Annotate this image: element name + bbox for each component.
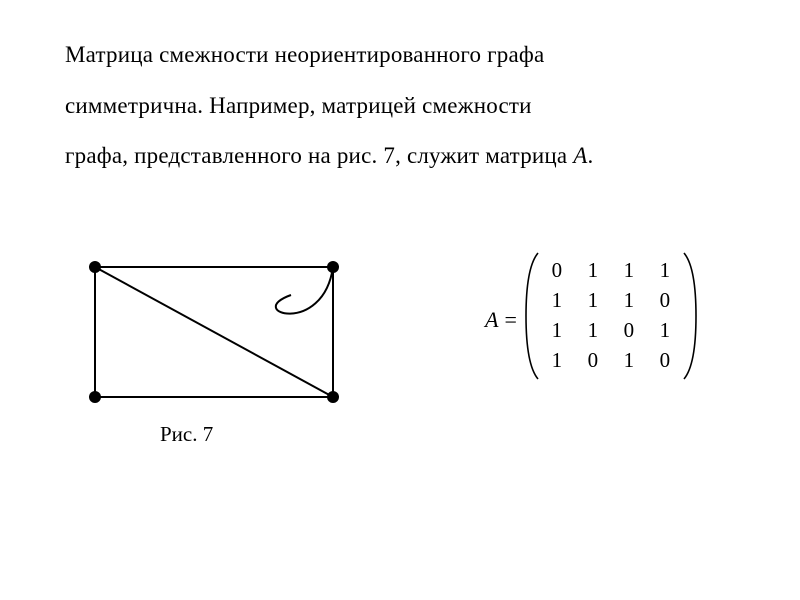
matrix-cell: 1 [647, 316, 683, 346]
graph-node [327, 261, 339, 273]
page: Матрица смежности неориентированного гра… [0, 0, 800, 600]
figure-caption: Рис. 7 [160, 422, 213, 447]
matrix-table: 0111111011011010 [539, 256, 683, 376]
figure-area: Рис. 7 A = 0111111011011010 [65, 237, 745, 527]
matrix-cell: 1 [575, 286, 611, 316]
graph-node [89, 391, 101, 403]
graph-node [89, 261, 101, 273]
matrix-parenthesis: 0111111011011010 [525, 252, 697, 388]
matrix-cell: 1 [539, 346, 575, 376]
matrix-cell: 1 [575, 316, 611, 346]
graph-node [327, 391, 339, 403]
matrix-equation: A = 0111111011011010 [485, 252, 697, 388]
line-3a: графа, представленного на рис. 7, служит… [65, 143, 573, 168]
line-3b: A [573, 143, 587, 168]
matrix-cell: 1 [611, 346, 647, 376]
matrix-cell: 0 [539, 256, 575, 286]
matrix-label: A [485, 307, 498, 333]
left-paren-icon [525, 252, 539, 380]
matrix-row: 0111 [539, 256, 683, 286]
matrix-row: 1010 [539, 346, 683, 376]
body-text: Матрица смежности неориентированного гра… [65, 30, 745, 182]
matrix-cell: 1 [611, 286, 647, 316]
matrix-cell: 1 [647, 256, 683, 286]
line-2: симметрична. Например, матрицей смежност… [65, 93, 532, 118]
right-paren-icon [683, 252, 697, 380]
matrix-cell: 0 [647, 346, 683, 376]
graph-diagram [75, 247, 375, 422]
matrix-cell: 1 [539, 286, 575, 316]
matrix-cell: 0 [647, 286, 683, 316]
line-3c: . [588, 143, 594, 168]
matrix-cell: 0 [611, 316, 647, 346]
matrix-row: 1101 [539, 316, 683, 346]
graph-edge [95, 267, 333, 397]
equals-sign: = [504, 307, 516, 333]
matrix-cell: 1 [611, 256, 647, 286]
graph-loop [276, 267, 333, 314]
matrix-cell: 1 [539, 316, 575, 346]
matrix-cell: 0 [575, 346, 611, 376]
line-1: Матрица смежности неориентированного гра… [65, 42, 544, 67]
matrix-cell: 1 [575, 256, 611, 286]
matrix-row: 1110 [539, 286, 683, 316]
